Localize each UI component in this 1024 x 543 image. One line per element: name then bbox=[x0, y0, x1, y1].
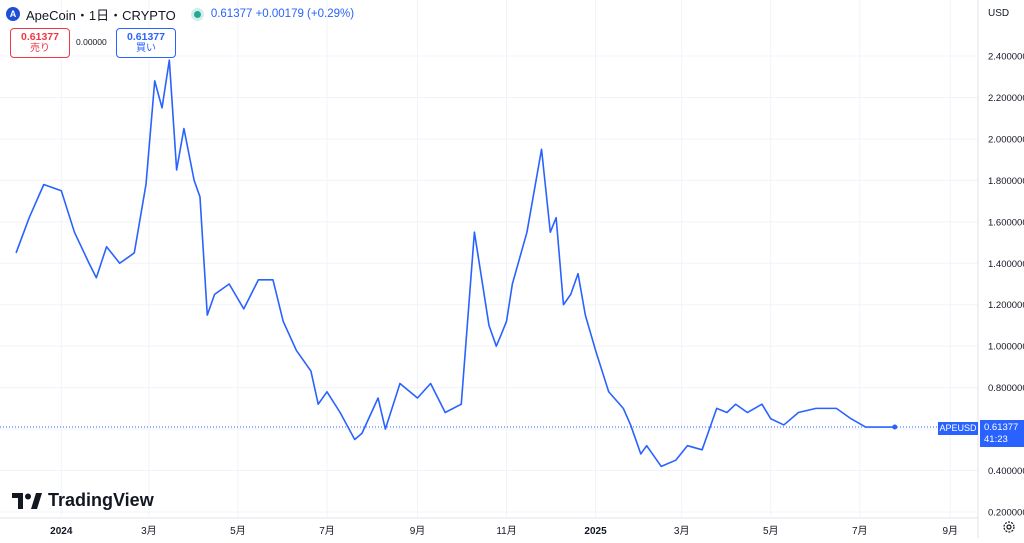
tradingview-wordmark: TradingView bbox=[48, 490, 154, 510]
y-tick-label: 1.600000 bbox=[988, 217, 1024, 228]
spread-value: 0.00000 bbox=[76, 37, 107, 47]
y-tick-label: 0.200000 bbox=[988, 508, 1024, 519]
buy-label: 買い bbox=[136, 43, 156, 54]
y-tick-label: 1.200000 bbox=[988, 300, 1024, 311]
sell-price: 0.61377 bbox=[21, 31, 59, 43]
price-change-readout: 0.61377 +0.00179 (+0.29%) bbox=[210, 8, 355, 20]
last-price-marker bbox=[892, 424, 898, 430]
settings-gear-icon[interactable] bbox=[1002, 520, 1016, 534]
last-price-value: 0.61377 bbox=[984, 422, 1019, 433]
ticker-tag: APEUSD bbox=[938, 422, 978, 435]
x-tick-label: 5月 bbox=[230, 525, 246, 537]
x-tick-label: 7月 bbox=[852, 525, 868, 537]
y-tick-label: 0.800000 bbox=[988, 383, 1024, 394]
apecoin-logo-icon: A bbox=[6, 7, 20, 21]
tradingview-logo[interactable]: TradingView bbox=[12, 490, 154, 511]
sell-button[interactable]: 0.61377 売り bbox=[10, 28, 70, 58]
symbol-header: A ApeCoin・1日・CRYPTO 0.61377 +0.00179 (+0… bbox=[6, 4, 354, 24]
buy-price: 0.61377 bbox=[127, 31, 165, 43]
x-tick-label: 2025 bbox=[584, 526, 607, 537]
y-tick-label: 1.800000 bbox=[988, 176, 1024, 187]
x-tick-label: 9月 bbox=[410, 525, 426, 537]
tradingview-mark-icon bbox=[12, 492, 42, 509]
currency-label[interactable]: USD bbox=[988, 8, 1010, 19]
x-tick-label: 5月 bbox=[763, 525, 779, 537]
market-status-icon bbox=[193, 10, 201, 18]
y-tick-label: 1.400000 bbox=[988, 259, 1024, 270]
y-tick-label: 1.000000 bbox=[988, 342, 1024, 353]
symbol-title[interactable]: ApeCoin・1日・CRYPTO bbox=[26, 7, 176, 23]
x-tick-label: 11月 bbox=[496, 525, 516, 537]
bar-countdown: 41:23 bbox=[984, 434, 1008, 445]
x-tick-label: 9月 bbox=[942, 525, 958, 537]
x-tick-label: 2024 bbox=[50, 526, 73, 537]
buy-button[interactable]: 0.61377 買い bbox=[116, 28, 176, 58]
y-tick-label: 2.000000 bbox=[988, 134, 1024, 145]
sell-label: 売り bbox=[30, 43, 50, 54]
x-tick-label: 3月 bbox=[141, 525, 157, 537]
y-tick-label: 2.200000 bbox=[988, 93, 1024, 104]
price-series-line bbox=[15, 59, 895, 468]
y-tick-label: 0.400000 bbox=[988, 466, 1024, 477]
y-tick-label: 2.400000 bbox=[988, 52, 1024, 63]
x-tick-label: 7月 bbox=[319, 525, 335, 537]
x-tick-label: 3月 bbox=[674, 525, 690, 537]
last-price-tag: 0.61377 41:23 bbox=[980, 420, 1024, 447]
